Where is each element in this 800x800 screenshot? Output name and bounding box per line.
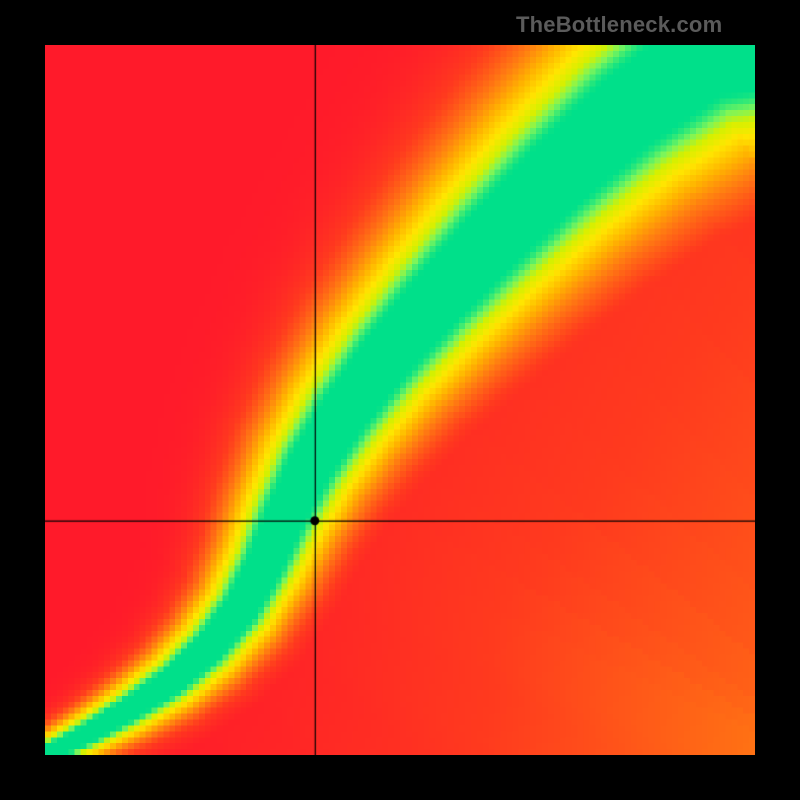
bottleneck-heatmap bbox=[45, 45, 755, 755]
watermark-text: TheBottleneck.com bbox=[516, 12, 722, 38]
chart-frame bbox=[0, 0, 800, 800]
